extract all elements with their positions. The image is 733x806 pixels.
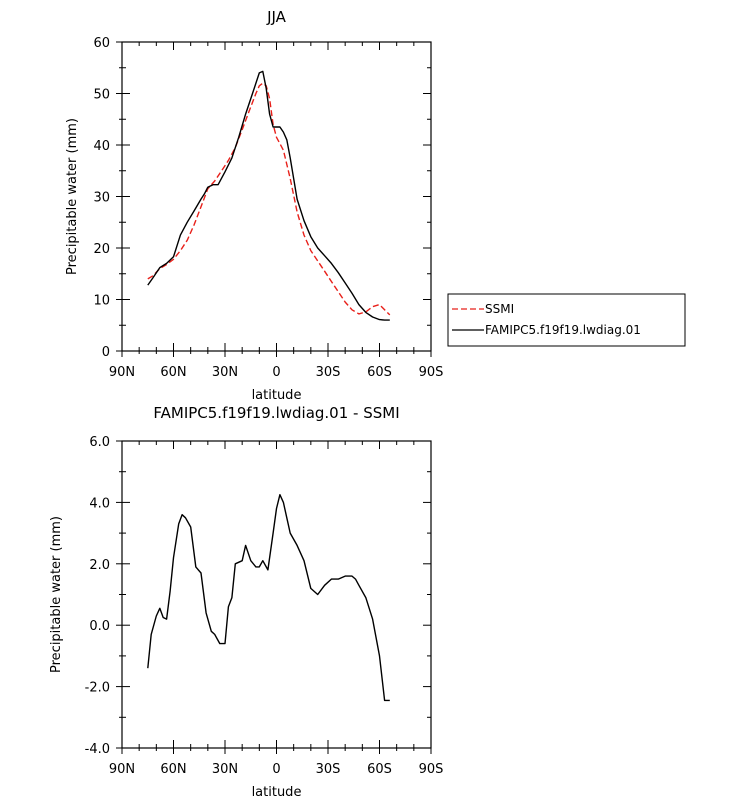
bottom-panel: FAMIPC5.f19f19.lwdiag.01 - SSMI Precipit… xyxy=(49,404,443,800)
x-tick-label: 90S xyxy=(419,365,444,380)
y-tick-label: 60 xyxy=(93,36,110,51)
x-tick-label: 30N xyxy=(212,365,238,380)
x-tick-label: 90S xyxy=(419,762,444,777)
y-tick-label: -4.0 xyxy=(85,742,110,757)
x-tick-label: 60N xyxy=(160,365,186,380)
top-axis-ticks: 90N 60N 30N 0 30S 60S 90S 0 10 20 30 40 50 60 xyxy=(93,36,443,380)
top-chart-title: JJA xyxy=(266,8,287,26)
series-line-difference xyxy=(147,494,390,702)
top-panel: JJA Precipitable water (mm) latitude 90N… xyxy=(65,8,443,403)
bottom-x-axis-label: latitude xyxy=(252,785,302,800)
x-tick-label: 60S xyxy=(367,762,392,777)
y-tick-label: 4.0 xyxy=(89,496,110,511)
bottom-series-group xyxy=(147,494,390,702)
legend: SSMI FAMIPC5.f19f19.lwdiag.01 xyxy=(447,293,686,347)
x-tick-label: 60N xyxy=(160,762,186,777)
legend-label-model: FAMIPC5.f19f19.lwdiag.01 xyxy=(485,323,641,337)
top-y-axis-label: Precipitable water (mm) xyxy=(65,118,80,275)
x-tick-label: 0 xyxy=(272,762,280,777)
y-tick-label: 20 xyxy=(93,242,110,257)
x-tick-label: 30N xyxy=(212,762,238,777)
top-series-group xyxy=(147,70,391,321)
top-x-axis-label: latitude xyxy=(252,388,302,403)
x-tick-label: 0 xyxy=(272,365,280,380)
y-tick-label: -2.0 xyxy=(85,681,110,696)
legend-label-ssmi: SSMI xyxy=(485,302,514,316)
bottom-y-axis-label: Precipitable water (mm) xyxy=(49,516,64,673)
bottom-plot-frame xyxy=(121,440,432,749)
x-tick-label: 90N xyxy=(109,762,135,777)
y-tick-label: 0 xyxy=(102,345,110,360)
legend-box xyxy=(447,293,686,347)
y-tick-label: 10 xyxy=(93,294,110,309)
x-tick-label: 60S xyxy=(367,365,392,380)
y-tick-label: 30 xyxy=(93,191,110,206)
y-tick-label: 50 xyxy=(93,88,110,103)
y-tick-label: 0.0 xyxy=(89,619,110,634)
bottom-axis-ticks: 90N 60N 30N 0 30S 60S 90S -4.0 -2.0 0.0 2.0 4.0 6.0 xyxy=(85,435,444,777)
series-line-ssmi xyxy=(147,82,391,316)
x-tick-label: 30S xyxy=(316,762,341,777)
top-plot-frame xyxy=(121,41,432,352)
bottom-chart-title: FAMIPC5.f19f19.lwdiag.01 - SSMI xyxy=(153,404,399,422)
series-line-model xyxy=(147,70,390,321)
x-tick-label: 90N xyxy=(109,365,135,380)
x-tick-label: 30S xyxy=(316,365,341,380)
y-tick-label: 2.0 xyxy=(89,558,110,573)
y-tick-label: 40 xyxy=(93,139,110,154)
y-tick-label: 6.0 xyxy=(89,435,110,450)
